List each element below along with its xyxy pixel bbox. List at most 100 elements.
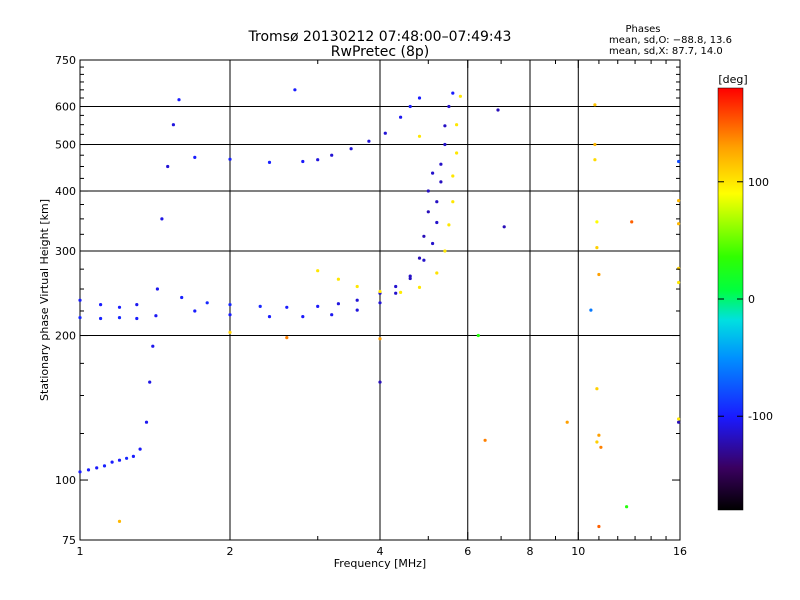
data-point bbox=[99, 303, 103, 307]
data-point bbox=[378, 337, 382, 341]
data-point bbox=[330, 313, 334, 317]
y-axis-label: Stationary phase Virtual Height [km] bbox=[38, 199, 51, 401]
data-point bbox=[431, 171, 435, 175]
data-point bbox=[625, 505, 629, 509]
data-point bbox=[589, 308, 593, 312]
data-point bbox=[451, 174, 455, 178]
x-ticks-layer: 1 2 4 6 8 10 16 bbox=[77, 60, 687, 558]
data-point bbox=[171, 123, 175, 127]
y-tick-label: 200 bbox=[55, 330, 76, 343]
y-tick-label: 400 bbox=[55, 185, 76, 198]
data-point bbox=[597, 433, 601, 437]
data-point bbox=[630, 220, 634, 224]
data-point bbox=[595, 220, 599, 224]
data-point bbox=[285, 336, 289, 340]
data-point bbox=[443, 124, 447, 128]
data-point bbox=[595, 246, 599, 250]
data-point bbox=[267, 315, 272, 319]
data-point bbox=[301, 315, 305, 319]
data-point bbox=[597, 272, 601, 277]
stats-title: Phases bbox=[625, 24, 660, 35]
data-point bbox=[367, 139, 371, 143]
data-point bbox=[399, 115, 403, 119]
y-tick-label: 100 bbox=[55, 474, 76, 487]
colorbar-tick-label: 100 bbox=[748, 176, 769, 189]
data-point bbox=[117, 305, 122, 309]
data-point bbox=[267, 160, 272, 164]
data-point bbox=[131, 454, 135, 458]
chart-title: Tromsø 20130212 07:48:00–07:49:43 bbox=[248, 29, 512, 45]
data-point bbox=[677, 199, 681, 203]
data-point bbox=[378, 301, 382, 305]
data-point bbox=[355, 284, 359, 289]
data-point bbox=[383, 131, 387, 135]
data-point bbox=[408, 274, 412, 278]
colorbar-ticks: 100 0 -100 bbox=[718, 176, 773, 423]
data-point bbox=[677, 417, 681, 421]
data-point bbox=[155, 287, 159, 291]
data-point bbox=[599, 445, 603, 449]
chart-subtitle: RwPretec (8p) bbox=[331, 44, 429, 60]
data-point bbox=[435, 271, 439, 275]
data-point bbox=[144, 420, 149, 424]
data-point bbox=[435, 220, 439, 225]
y-tick-label: 500 bbox=[55, 139, 76, 152]
y-ticks-layer: 75 100 200 300 400 500 600 750 bbox=[55, 54, 680, 547]
data-point bbox=[502, 225, 506, 229]
stats-x-mode: mean, sd,X: 87.7, 14.0 bbox=[609, 46, 723, 57]
data-point bbox=[228, 313, 232, 317]
data-point bbox=[677, 280, 681, 285]
y-tick-label: 75 bbox=[62, 534, 76, 547]
data-point bbox=[422, 234, 426, 238]
data-point bbox=[151, 344, 155, 348]
data-point bbox=[95, 466, 99, 470]
data-point bbox=[455, 123, 459, 127]
data-point bbox=[431, 241, 435, 246]
data-point bbox=[417, 134, 422, 138]
data-point bbox=[336, 302, 340, 306]
data-point bbox=[86, 468, 91, 472]
data-point bbox=[316, 304, 320, 308]
data-point bbox=[455, 151, 459, 155]
data-point bbox=[595, 387, 599, 391]
data-point bbox=[447, 104, 451, 109]
data-point bbox=[110, 460, 114, 464]
data-point bbox=[417, 285, 422, 289]
data-point bbox=[228, 303, 232, 307]
data-point bbox=[78, 316, 82, 320]
data-point bbox=[447, 223, 451, 227]
data-point bbox=[426, 210, 430, 214]
data-point bbox=[439, 180, 443, 184]
data-point bbox=[394, 291, 398, 295]
data-point bbox=[677, 222, 681, 226]
x-tick-label: 2 bbox=[227, 545, 234, 558]
data-point bbox=[99, 316, 103, 321]
data-point bbox=[349, 147, 353, 151]
colorbar-label: [deg] bbox=[718, 73, 747, 86]
data-point bbox=[399, 290, 403, 294]
points-layer bbox=[78, 88, 681, 529]
x-tick-label: 4 bbox=[377, 545, 384, 558]
data-point bbox=[301, 159, 305, 164]
data-point bbox=[408, 104, 412, 109]
colorbar-tick-label: -100 bbox=[748, 410, 773, 423]
data-point bbox=[117, 519, 122, 524]
y-tick-label: 600 bbox=[55, 101, 76, 114]
data-point bbox=[135, 316, 139, 321]
data-point bbox=[102, 464, 107, 468]
data-point bbox=[451, 200, 455, 204]
data-point bbox=[422, 258, 426, 262]
data-point bbox=[177, 98, 181, 102]
y-tick-label: 300 bbox=[55, 245, 76, 258]
data-point bbox=[138, 447, 142, 451]
data-point bbox=[180, 295, 184, 300]
data-point bbox=[160, 217, 164, 221]
data-point bbox=[435, 200, 439, 204]
data-point bbox=[193, 155, 197, 159]
data-point bbox=[117, 458, 122, 462]
data-point bbox=[593, 103, 597, 107]
data-point bbox=[593, 142, 597, 147]
data-point bbox=[336, 277, 340, 281]
data-point bbox=[258, 304, 262, 308]
